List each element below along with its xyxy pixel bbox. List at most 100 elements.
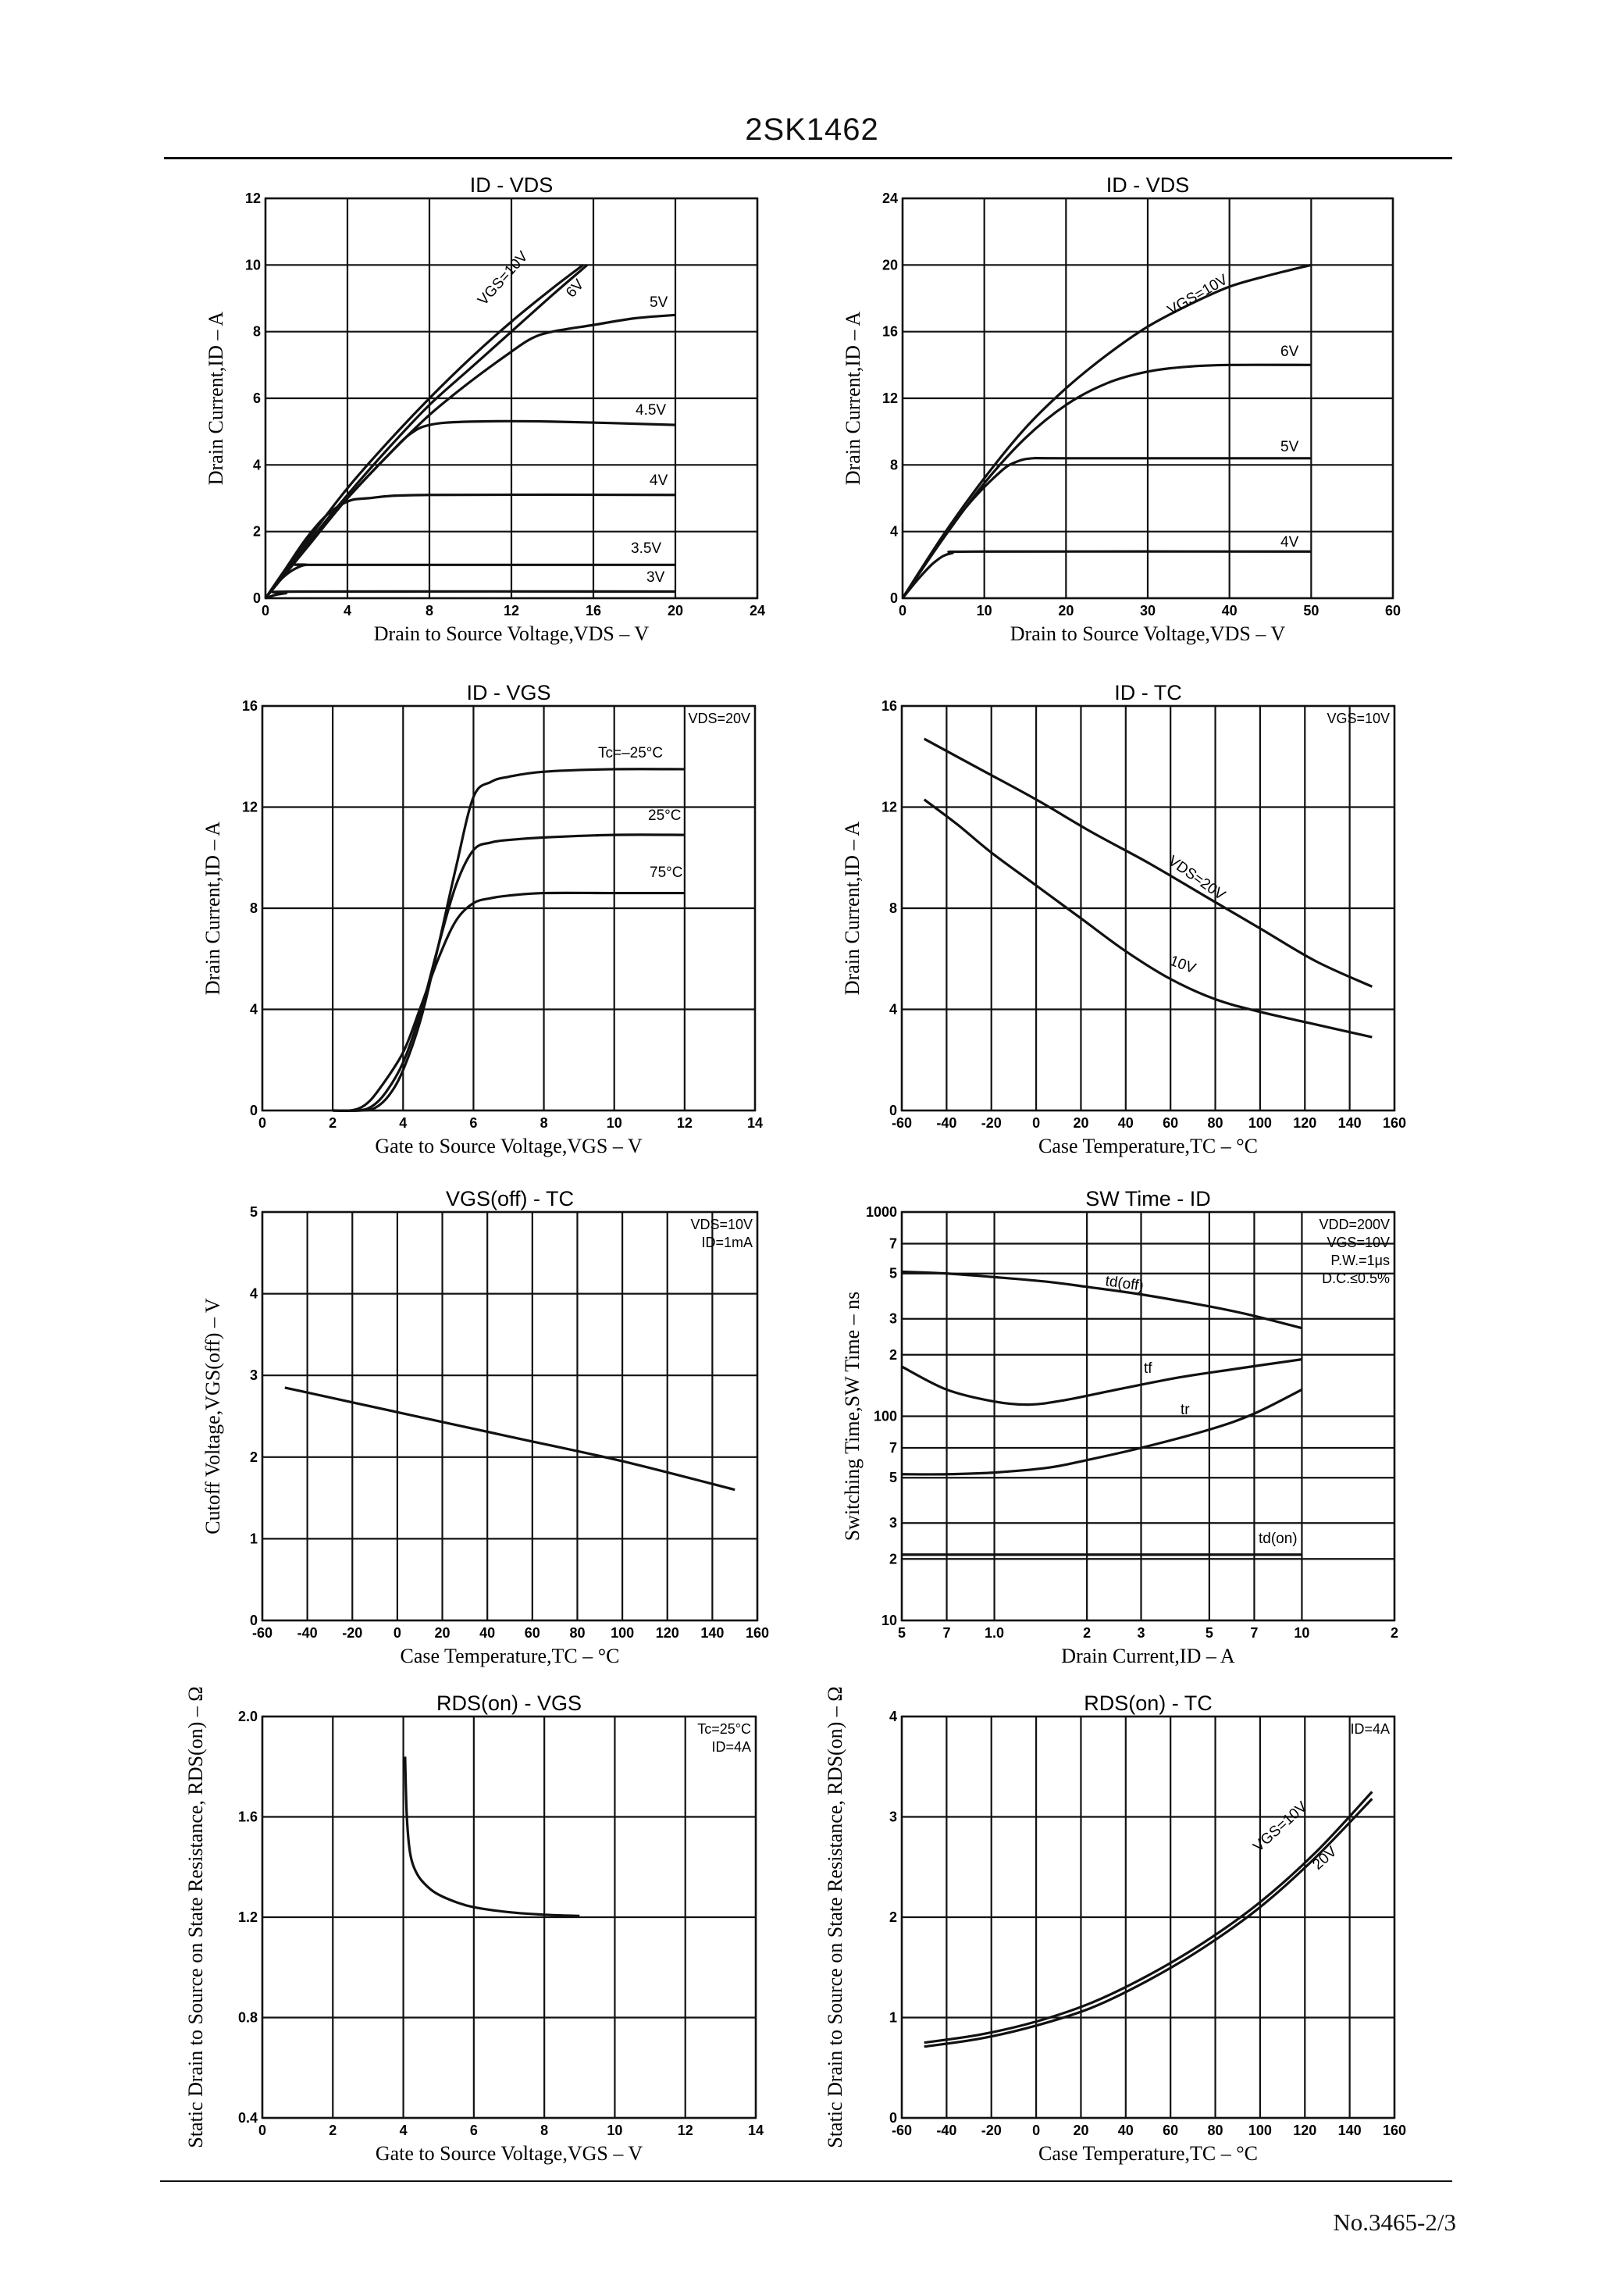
x-tick-label: 100 [1248, 1115, 1272, 1131]
x-tick-label: 24 [750, 603, 765, 619]
plot-frame [901, 197, 1394, 600]
x-tick-label: 8 [540, 2123, 548, 2138]
x-tick-label: 140 [700, 1625, 724, 1641]
condition-note: VGS=10V [1327, 1235, 1390, 1250]
grid: 0 2 4 6 8 10 12 14 0 4 8 12 16 [242, 698, 763, 1131]
x-tick-label: 4 [399, 1115, 407, 1131]
x-tick-label: 160 [746, 1625, 769, 1641]
x-tick-label: -40 [936, 1115, 956, 1131]
series-line [264, 264, 589, 599]
grid: -60 -40 -20 0 20 40 60 80 100 120 140 160 0 4 8 12 16 [881, 698, 1406, 1131]
condition-note: VDS=10V [690, 1217, 753, 1232]
y-tick-label: 2 [250, 1449, 258, 1465]
series-line [264, 419, 676, 600]
page-title: 2SK1462 [745, 112, 879, 147]
x-tick-label: 7 [943, 1625, 951, 1641]
series-label: td(off) [1104, 1273, 1145, 1295]
series-line [901, 363, 1312, 599]
y-tick-label: 0 [250, 1613, 258, 1628]
x-tick-label: 6 [470, 2123, 478, 2138]
x-tick-label: 20 [435, 1625, 451, 1641]
series-line [901, 1270, 1302, 1330]
x-tick-label: 0 [262, 603, 269, 619]
x-tick-label: 4 [344, 603, 351, 619]
y-tick-label: 0.8 [238, 2010, 258, 2026]
y-tick-label: 20 [882, 257, 898, 273]
x-tick-label: 40 [1118, 1115, 1134, 1131]
x-tick-label: 2 [329, 1115, 337, 1131]
x-tick-label: 5 [898, 1625, 906, 1641]
x-tick-label: 80 [1208, 1115, 1223, 1131]
x-tick-label: -20 [342, 1625, 362, 1641]
series-label: Tc=–25°C [598, 745, 663, 761]
chart-title: ID - TC [1114, 681, 1182, 704]
x-tick-label: -60 [892, 2123, 912, 2138]
chart-7: 0 2 4 6 8 10 12 14 0.4 0.8 1.2 1.6 2.0 RDS(on) - VGS G… [184, 1686, 764, 2165]
series-label: 4V [650, 472, 668, 489]
y-axis-label: Drain Current,ID – A [842, 312, 864, 486]
x-tick-label: 20 [668, 603, 683, 619]
series-line [923, 737, 1373, 988]
y-tick-label: 0 [890, 590, 898, 606]
y-tick-label: 8 [250, 900, 258, 916]
y-tick-label: 2 [253, 524, 261, 540]
y-tick-label: 16 [242, 698, 258, 714]
x-tick-label: 10 [1294, 1625, 1309, 1641]
y-axis-label: Static Drain to Source on State Resistan… [824, 1686, 846, 2148]
x-tick-label: 2 [1083, 1625, 1091, 1641]
x-tick-label: 60 [525, 1625, 540, 1641]
chart-title: SW Time - ID [1085, 1187, 1211, 1210]
x-tick-label: 20 [1058, 603, 1074, 619]
series-label: 3V [646, 569, 665, 586]
chart-8: -60 -40 -20 0 20 40 60 80 100 120 140 160 0 1 2 3 4 RDS(o… [824, 1686, 1406, 2165]
series-line [264, 563, 675, 599]
y-tick-label: 12 [881, 800, 897, 815]
series-label: 25°C [648, 807, 681, 824]
condition-note: P.W.=1μs [1330, 1253, 1390, 1268]
footer-page-number: No.3465-2/3 [1333, 2208, 1456, 2236]
plot-frame [900, 1715, 1396, 2119]
y-tick-label: 3 [889, 1311, 897, 1327]
series-line [264, 264, 584, 599]
series-label: 75°C [650, 864, 682, 881]
x-tick-label: 0 [899, 603, 906, 619]
series-line [901, 550, 1312, 600]
series-label: td(on) [1259, 1531, 1298, 1547]
series-line [333, 891, 685, 1113]
x-tick-label: 10 [977, 603, 992, 619]
plot-frame [261, 1210, 759, 1622]
grid: -60 -40 -20 0 20 40 60 80 100 120 140 160 0 1 2 3 4 [889, 1709, 1406, 2138]
series-line [265, 590, 676, 600]
y-tick-label: 1 [889, 2010, 897, 2026]
x-tick-label: -60 [892, 1115, 912, 1131]
x-axis-label: Drain Current,ID – A [1061, 1645, 1235, 1667]
plot-frame [900, 704, 1396, 1112]
chart-6: 5 7 1.0 2 3 5 7 10 2 10 2 3 5 7 100 2 3 5 7 1000 SW Time - I… [841, 1187, 1398, 1667]
plot-frame [900, 1210, 1396, 1622]
y-tick-label: 2 [889, 1909, 897, 1925]
y-tick-label: 4 [890, 524, 898, 540]
x-tick-label: 10 [607, 1115, 622, 1131]
chart-4: -60 -40 -20 0 20 40 60 80 100 120 140 160 0 4 8 12 16 ID … [841, 681, 1406, 1157]
series-label: 6V [563, 276, 587, 301]
condition-note: ID=1mA [701, 1235, 753, 1250]
x-tick-label: 14 [748, 2123, 764, 2138]
series-line [264, 493, 676, 599]
x-tick-label: 1.0 [985, 1625, 1004, 1641]
x-tick-label: 60 [1163, 2123, 1178, 2138]
x-tick-label: 16 [586, 603, 601, 619]
series-line [901, 263, 1312, 599]
y-tick-label: 1000 [866, 1204, 897, 1220]
series-line [923, 798, 1373, 1039]
x-axis-label: Case Temperature,TC – °C [1038, 1135, 1258, 1157]
x-tick-label: 0 [394, 1625, 401, 1641]
y-tick-label: 4 [250, 1002, 258, 1018]
y-tick-label: 4 [250, 1286, 258, 1302]
x-axis-label: Gate to Source Voltage,VGS – V [375, 1135, 643, 1157]
series-label: VGS=10V [475, 248, 532, 308]
y-tick-label: 3 [889, 1809, 897, 1825]
series-label: tf [1144, 1360, 1152, 1377]
y-tick-label: 3 [889, 1515, 897, 1531]
y-axis-label: Switching Time,SW Time – ns [841, 1292, 864, 1542]
x-tick-label: 40 [479, 1625, 495, 1641]
